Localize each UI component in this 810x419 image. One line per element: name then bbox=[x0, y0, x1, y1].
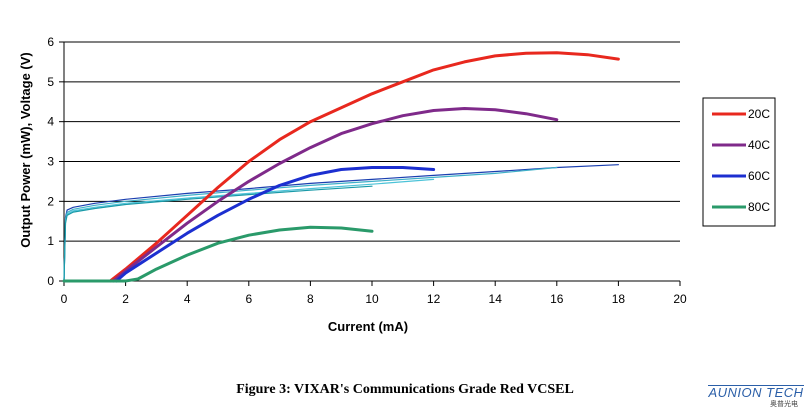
y-tick-label: 2 bbox=[47, 194, 54, 208]
x-tick-label: 18 bbox=[612, 292, 626, 306]
x-tick-label: 8 bbox=[307, 292, 314, 306]
legend-label: 80C bbox=[748, 200, 770, 214]
figure-caption: Figure 3: VIXAR's Communications Grade R… bbox=[236, 382, 574, 397]
legend-label: 40C bbox=[748, 138, 770, 152]
x-tick-label: 0 bbox=[61, 292, 68, 306]
y-tick-label: 4 bbox=[47, 115, 54, 129]
company-logo: AUNION TECH 奥普光电 bbox=[708, 385, 804, 415]
logo-subtext: 奥普光电 bbox=[770, 400, 798, 408]
legend-label: 20C bbox=[748, 107, 770, 121]
x-tick-label: 6 bbox=[245, 292, 252, 306]
legend-box bbox=[702, 97, 776, 227]
voltage-curve bbox=[63, 166, 558, 282]
data-series bbox=[62, 51, 620, 283]
axes bbox=[59, 41, 681, 286]
voltage-curve bbox=[63, 185, 373, 282]
x-tick-label: 14 bbox=[489, 292, 503, 306]
legend: 20C 40C 60C 80C bbox=[702, 97, 776, 227]
x-tick-label: 10 bbox=[365, 292, 379, 306]
x-tick-label: 12 bbox=[427, 292, 441, 306]
x-axis-title: Current (mA) bbox=[328, 319, 408, 334]
gridlines bbox=[64, 41, 680, 242]
series-40C bbox=[111, 107, 559, 283]
y-tick-label: 6 bbox=[47, 35, 54, 49]
voltage-curve bbox=[63, 164, 620, 282]
x-tick-label: 16 bbox=[550, 292, 564, 306]
y-tick-label: 1 bbox=[47, 234, 54, 248]
legend-label: 60C bbox=[748, 169, 770, 183]
y-tick-label: 0 bbox=[47, 274, 54, 288]
y-axis-title: Output Power (mW), Voltage (V) bbox=[18, 52, 33, 247]
series-80C bbox=[62, 225, 374, 283]
x-tick-label: 2 bbox=[122, 292, 129, 306]
x-tick-label: 20 bbox=[673, 292, 687, 306]
series-20C bbox=[108, 51, 620, 283]
y-tick-label: 3 bbox=[47, 155, 54, 169]
x-tick-label: 4 bbox=[184, 292, 191, 306]
series-60C bbox=[114, 166, 436, 283]
logo-text: AUNION TECH bbox=[708, 385, 804, 400]
y-tick-label: 5 bbox=[47, 75, 54, 89]
